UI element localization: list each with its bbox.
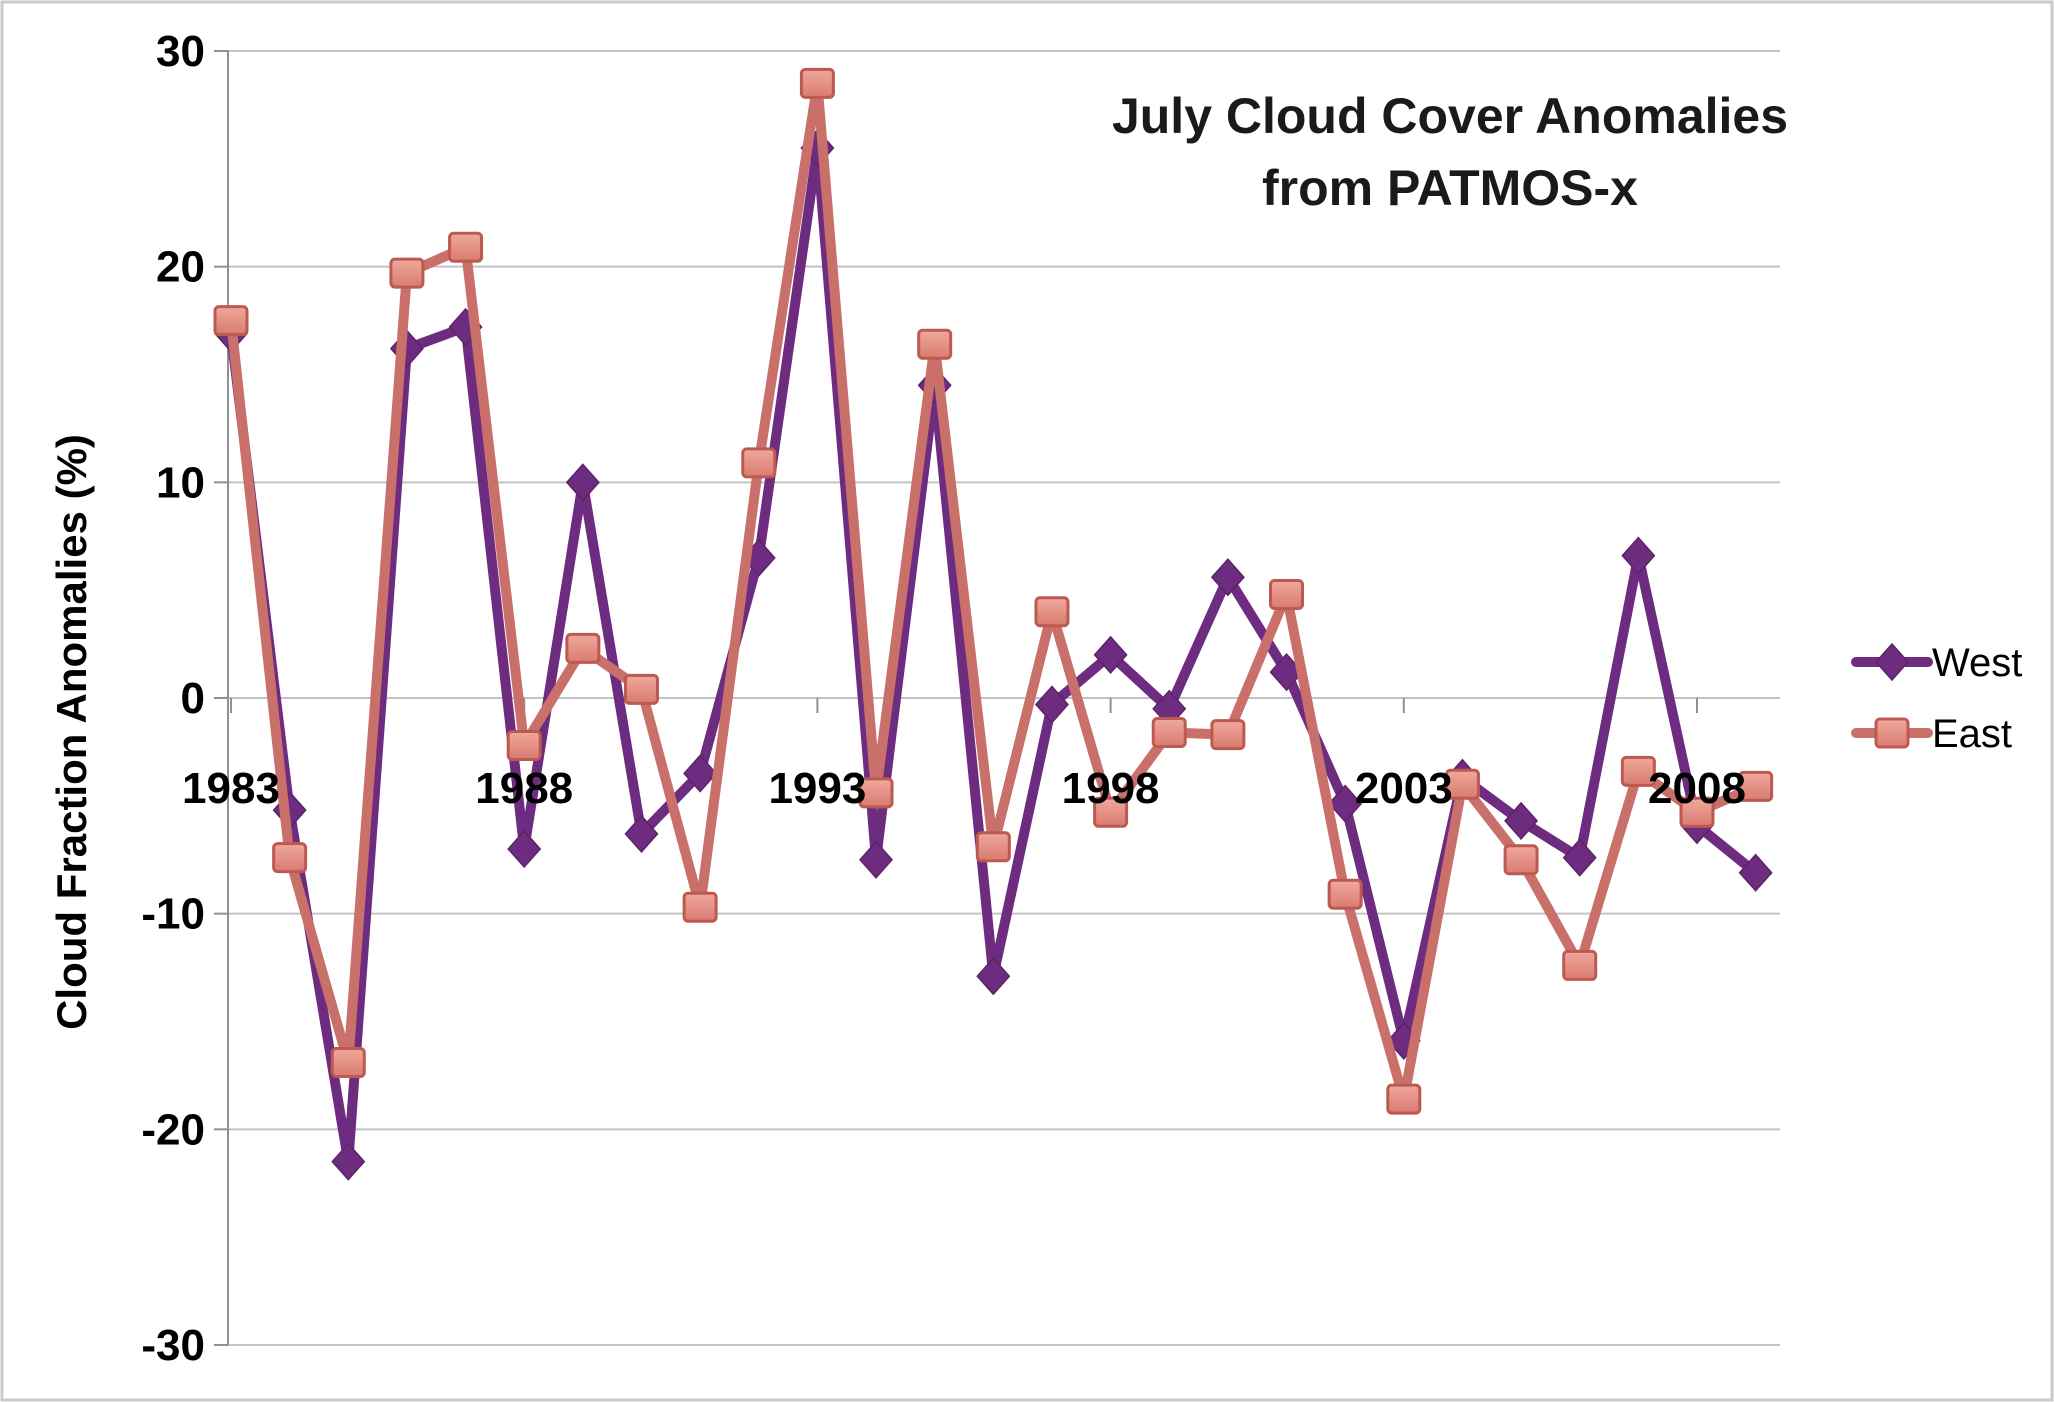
- y-tick-label-20: 20: [156, 243, 205, 292]
- marker-east-1996: [975, 831, 1011, 863]
- y-axis-title: Cloud Fraction Anomalies (%): [48, 434, 95, 1030]
- marker-east-2000: [1210, 719, 1246, 751]
- legend-label-west: West: [1932, 641, 2022, 685]
- x-tick-label-1983: 1983: [182, 764, 280, 813]
- marker-east-1993: [799, 67, 835, 99]
- y-tick-label--10: -10: [141, 890, 205, 939]
- marker-east-1992: [741, 447, 777, 479]
- marker-west-1990: [624, 814, 659, 853]
- marker-east-1991: [682, 891, 718, 923]
- marker-east-2006: [1562, 949, 1598, 981]
- legend-square-icon: [1874, 717, 1910, 749]
- marker-west-1994: [859, 840, 894, 879]
- marker-east-1997: [1034, 596, 1070, 628]
- marker-east-1990: [623, 673, 659, 705]
- marker-west-1991: [683, 754, 718, 793]
- marker-east-2007: [1620, 755, 1656, 787]
- legend-label-east: East: [1932, 712, 2012, 756]
- marker-west-1989: [565, 463, 600, 502]
- marker-east-1999: [1151, 717, 1187, 749]
- axes: [214, 50, 1698, 1346]
- marker-west-2000: [1210, 558, 1245, 597]
- marker-west-2007: [1621, 536, 1656, 575]
- x-tick-label-2003: 2003: [1355, 764, 1453, 813]
- marker-west-1985: [331, 1142, 366, 1181]
- marker-east-1995: [917, 328, 953, 360]
- marker-east-2004: [1444, 768, 1480, 800]
- marker-east-1984: [272, 842, 308, 874]
- marker-east-1989: [565, 632, 601, 664]
- legend: West East: [1851, 641, 2022, 756]
- chart-title-line1: July Cloud Cover Anomalies: [1112, 88, 1788, 144]
- marker-east-2009: [1738, 770, 1774, 802]
- marker-east-1985: [330, 1046, 366, 1078]
- y-tick-label-0: 0: [181, 674, 205, 723]
- marker-west-2002: [1328, 784, 1363, 823]
- marker-west-2009: [1738, 853, 1773, 892]
- marker-east-1998: [1093, 796, 1129, 828]
- marker-west-1996: [976, 957, 1011, 996]
- marker-west-2005: [1504, 801, 1539, 841]
- marker-east-2003: [1386, 1083, 1422, 1115]
- legend-diamond-icon: [1874, 642, 1910, 682]
- marker-west-2006: [1562, 838, 1597, 877]
- marker-east-2008: [1679, 796, 1715, 828]
- marker-west-1988: [507, 829, 542, 869]
- y-tick-label--20: -20: [141, 1105, 205, 1154]
- marker-east-2002: [1327, 878, 1363, 910]
- axis-labels: 30 20 10 0 -10 -20 -30 1983 1988 1993 1998 2003 2008: [141, 27, 1746, 1370]
- legend-marker-west: [1851, 642, 1933, 682]
- marker-west-1998: [1093, 635, 1128, 674]
- x-tick-label-1988: 1988: [475, 764, 573, 813]
- marker-east-2001: [1269, 578, 1305, 610]
- marker-east-1983: [213, 305, 249, 337]
- marker-west-1997: [1034, 685, 1069, 724]
- chart-title-line2: from PATMOS-x: [1262, 160, 1638, 216]
- data-series: [213, 67, 1774, 1181]
- marker-east-1987: [448, 231, 484, 263]
- y-tick-label-30: 30: [156, 27, 205, 76]
- x-tick-label-2008: 2008: [1648, 764, 1746, 813]
- y-tick-label-10: 10: [156, 458, 205, 507]
- marker-east-1988: [506, 729, 542, 761]
- marker-east-2005: [1503, 844, 1539, 876]
- marker-east-1986: [389, 257, 425, 289]
- marker-east-1994: [858, 777, 894, 809]
- x-tick-label-1998: 1998: [1062, 764, 1160, 813]
- x-tick-label-1993: 1993: [768, 764, 866, 813]
- y-tick-label--30: -30: [141, 1321, 205, 1370]
- legend-marker-east: [1851, 717, 1933, 749]
